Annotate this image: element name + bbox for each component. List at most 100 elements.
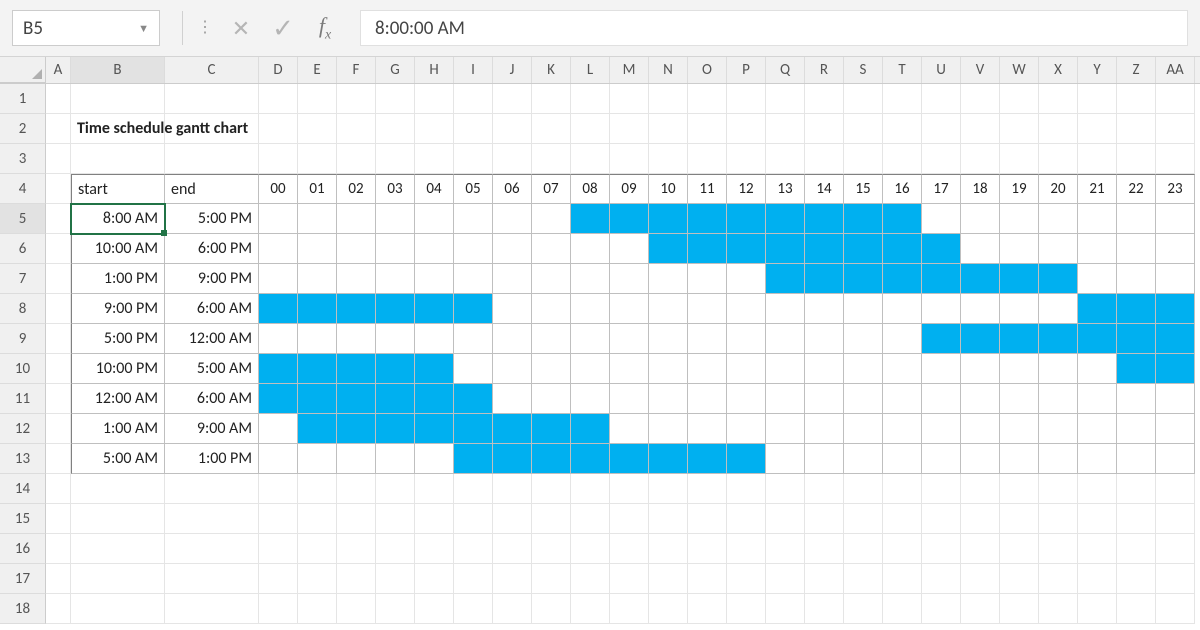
cell[interactable] [46,384,71,414]
cell[interactable] [46,504,71,534]
cell[interactable] [688,144,727,174]
cell[interactable] [493,504,532,534]
column-header[interactable]: M [610,57,649,83]
cell[interactable] [1039,324,1078,354]
cell[interactable] [46,144,71,174]
cell[interactable] [688,594,727,624]
cell[interactable] [1039,354,1078,384]
cell[interactable]: 1:00 PM [71,264,165,294]
cell[interactable] [961,294,1000,324]
cell[interactable] [46,354,71,384]
cell[interactable] [46,234,71,264]
cell[interactable] [1078,234,1117,264]
cell[interactable] [922,414,961,444]
cell[interactable] [1000,204,1039,234]
cell[interactable] [922,594,961,624]
cell[interactable]: 18 [961,174,1000,204]
cell[interactable] [1117,324,1156,354]
cell[interactable] [259,84,298,114]
row-header[interactable]: 14 [0,474,46,504]
cell[interactable] [337,234,376,264]
cell[interactable] [493,444,532,474]
cell[interactable] [1156,294,1195,324]
cell[interactable] [883,444,922,474]
cell[interactable] [1078,504,1117,534]
cell[interactable] [766,294,805,324]
cell[interactable] [766,504,805,534]
cell[interactable] [165,144,259,174]
cell[interactable] [298,264,337,294]
cell[interactable] [259,354,298,384]
cell[interactable] [532,114,571,144]
row-header[interactable]: 9 [0,324,46,354]
cell[interactable] [727,84,766,114]
cell[interactable] [844,414,883,444]
cell[interactable] [1078,84,1117,114]
cell[interactable]: 6:00 AM [165,384,259,414]
cell[interactable] [649,354,688,384]
cell[interactable] [727,594,766,624]
cell[interactable] [883,84,922,114]
cell[interactable] [610,354,649,384]
cell[interactable] [165,504,259,534]
cell[interactable] [805,144,844,174]
cell[interactable] [298,204,337,234]
cell[interactable] [493,564,532,594]
cell[interactable] [259,114,298,144]
cell[interactable] [337,114,376,144]
cell[interactable] [415,444,454,474]
cell[interactable] [1156,264,1195,294]
cell[interactable] [1078,204,1117,234]
cell[interactable]: 17 [922,174,961,204]
column-header[interactable]: Z [1117,57,1156,83]
cell[interactable] [1000,564,1039,594]
cell[interactable] [727,204,766,234]
cell[interactable] [1039,384,1078,414]
cell[interactable] [610,84,649,114]
cell[interactable] [766,144,805,174]
cell[interactable] [1078,534,1117,564]
cell[interactable]: 5:00 PM [165,204,259,234]
cell[interactable] [1156,144,1195,174]
cell[interactable] [532,204,571,234]
cell[interactable] [165,114,259,144]
cell[interactable] [610,414,649,444]
cell[interactable] [1078,114,1117,144]
cell[interactable] [883,504,922,534]
cell[interactable] [337,474,376,504]
cell[interactable] [298,474,337,504]
cell[interactable] [688,474,727,504]
cell[interactable] [337,414,376,444]
cell[interactable] [961,234,1000,264]
cell[interactable] [454,564,493,594]
column-header[interactable]: E [298,57,337,83]
cell[interactable] [46,264,71,294]
column-header[interactable]: L [571,57,610,83]
cell[interactable] [805,534,844,564]
column-header[interactable]: V [961,57,1000,83]
cell[interactable] [649,234,688,264]
cell[interactable]: 09 [610,174,649,204]
cell[interactable] [259,144,298,174]
cell[interactable] [71,504,165,534]
column-header[interactable]: P [727,57,766,83]
cell[interactable] [688,234,727,264]
cell[interactable] [727,474,766,504]
cell[interactable] [883,474,922,504]
cell[interactable] [1078,324,1117,354]
cell[interactable] [46,534,71,564]
cell[interactable] [766,84,805,114]
cell[interactable] [298,444,337,474]
name-box[interactable]: B5 ▼ [12,10,160,46]
cell[interactable] [610,264,649,294]
cell[interactable] [766,474,805,504]
cell[interactable] [415,594,454,624]
cell[interactable] [1156,354,1195,384]
cell[interactable] [493,114,532,144]
cell[interactable]: 16 [883,174,922,204]
cell[interactable] [532,564,571,594]
cell[interactable] [610,234,649,264]
cell[interactable] [493,234,532,264]
cell[interactable] [922,84,961,114]
cell[interactable] [532,594,571,624]
